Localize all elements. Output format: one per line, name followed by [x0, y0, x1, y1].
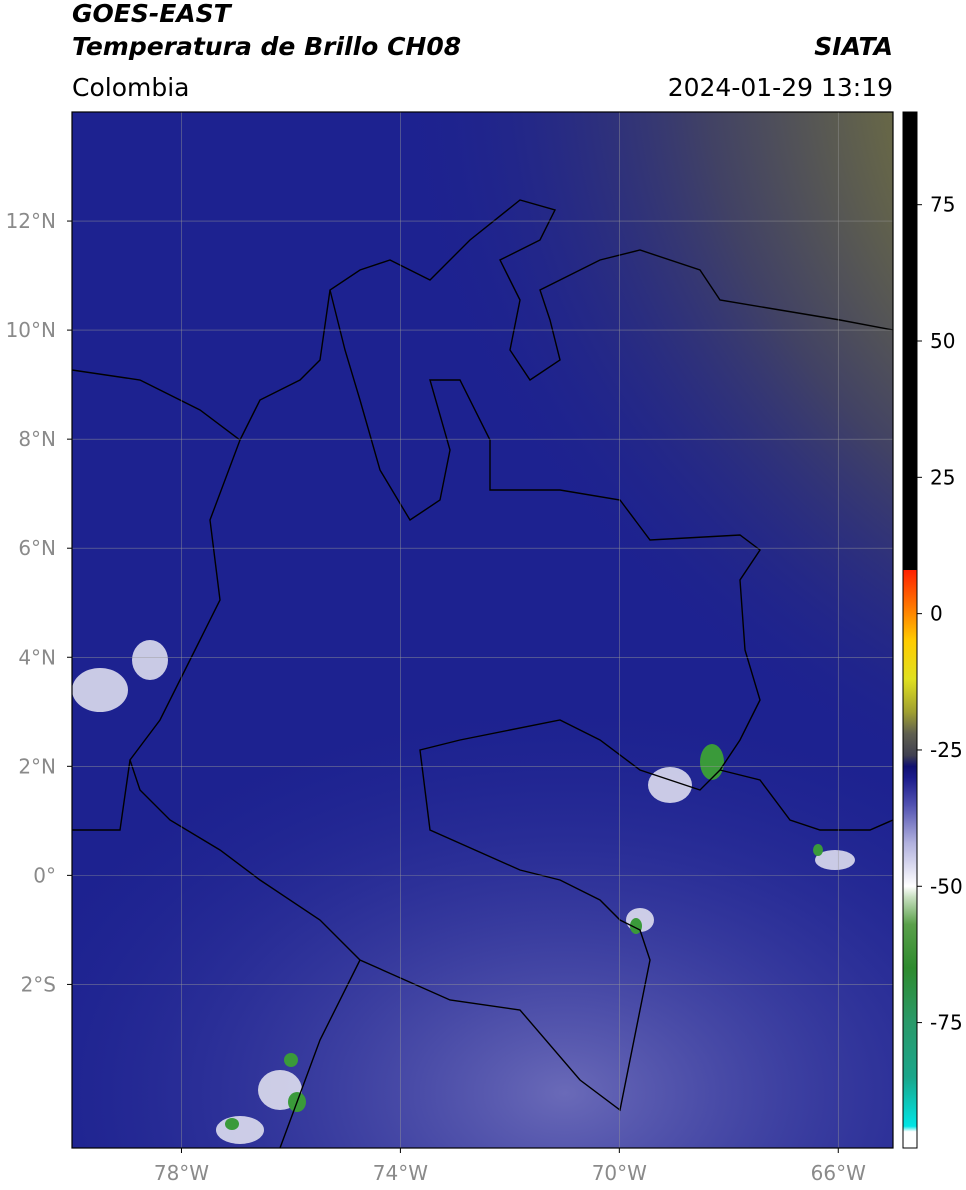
- colorbar-tick-label: -25: [930, 738, 963, 762]
- subtitle: Temperatura de Brillo CH08: [72, 32, 461, 61]
- source: SIATA: [814, 32, 893, 61]
- colorbar-tick-label: 75: [930, 193, 955, 217]
- colorbar-tick-label: 0: [930, 602, 943, 626]
- y-tick-label: 0°: [33, 863, 56, 887]
- y-tick-label: 2°N: [18, 754, 56, 778]
- x-tick-label: 74°W: [373, 1161, 428, 1185]
- y-tick-label: 4°N: [18, 645, 56, 669]
- x-tick-label: 66°W: [811, 1161, 866, 1185]
- colorbar: [902, 111, 918, 1149]
- map-frame: [71, 111, 894, 1149]
- colorbar-tick-label: -50: [930, 874, 963, 898]
- y-tick-label: 6°N: [18, 536, 56, 560]
- x-tick-label: 78°W: [154, 1161, 209, 1185]
- grid: [72, 112, 893, 1148]
- y-tick-label: 12°N: [6, 209, 56, 233]
- title: GOES-EAST: [72, 0, 233, 28]
- satellite-image: [72, 112, 893, 1148]
- colorbar-tick-label: 50: [930, 329, 955, 353]
- x-tick-label: 70°W: [592, 1161, 647, 1185]
- y-tick-label: 2°S: [21, 972, 56, 996]
- region: Colombia: [72, 73, 189, 102]
- colorbar-tick-label: -75: [930, 1011, 963, 1035]
- y-tick-label: 8°N: [18, 427, 56, 451]
- y-tick-label: 10°N: [6, 318, 56, 342]
- datetime: 2024-01-29 13:19: [668, 73, 893, 102]
- colorbar-tick-label: 25: [930, 465, 955, 489]
